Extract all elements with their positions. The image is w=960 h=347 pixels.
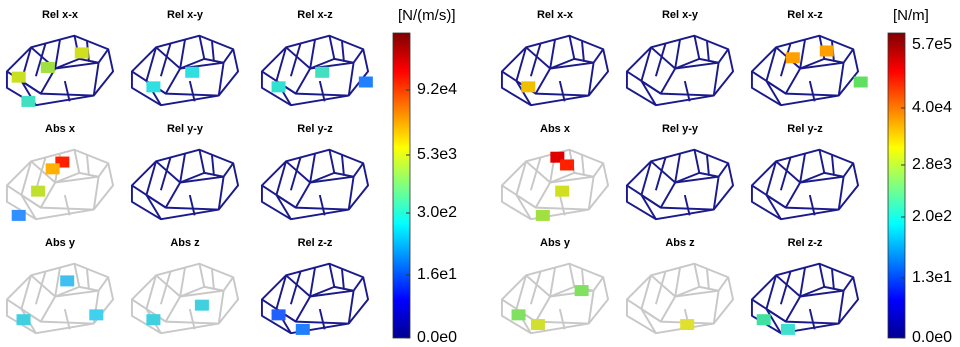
colorbar-unit: [N/(m/s)] [398,7,456,24]
subplot-title: Abs z [665,237,695,249]
subplot-title: Rel x-z [297,9,333,21]
patch [560,159,575,171]
subplot-title: Rel x-x [537,9,574,21]
colorbar-tick-label: 5.3e3 [417,146,457,163]
patch [194,299,209,311]
colorbar-tick-label: 3.0e2 [417,204,457,221]
colorbar-tick-label: 4.0e4 [912,99,952,116]
colorbar-unit: [N/m] [893,7,929,24]
subplot-title: Abs y [540,237,571,249]
colorbar-tick-label: 9.2e4 [417,81,457,98]
patch [550,151,565,163]
patch [555,185,570,197]
car-wireframe [750,34,860,107]
colorbar-tick-label: 1.6e1 [417,266,457,283]
car-wireframe [500,34,610,107]
car-wireframe [750,148,860,221]
colorbar [392,32,411,339]
colorbar-tick-label: 1.3e1 [912,269,952,286]
subplot-title: Abs x [540,123,571,135]
car-wireframe [5,34,115,107]
car-wireframe [260,34,370,107]
colorbar-tick-label: 0.0e0 [417,329,457,346]
patch [295,323,310,335]
subplot-title: Abs z [170,237,200,249]
patch [680,319,695,331]
patch [11,209,26,221]
patch [271,309,286,321]
car-wireframe [130,34,240,107]
patch [185,66,200,78]
subplot-title: Rel x-z [787,9,823,21]
subplot-title: Rel x-x [42,9,79,21]
patch [21,95,36,107]
colorbar [887,32,906,339]
subplot-title: Rel z-z [788,237,823,249]
subplot-title: Rel y-y [167,123,204,135]
subplot-title: Rel y-z [787,123,823,135]
patch [819,45,834,57]
colorbar-tick-label: 5.7e5 [912,36,952,53]
colorbar-tick-label: 0.0e0 [912,329,952,346]
car-wireframe [500,262,610,335]
subplot-title: Abs x [45,123,76,135]
patch [11,71,26,83]
patch [45,163,60,175]
patch [511,309,526,321]
patch [89,309,104,321]
patch [574,285,589,297]
patch [785,52,800,64]
patch [146,314,161,326]
patch [271,81,286,93]
car-wireframe [260,262,370,335]
car-wireframe [260,148,370,221]
patch [40,61,55,73]
patch [756,314,771,326]
car-wireframe [625,262,735,335]
patch [853,76,868,88]
patch [16,314,31,326]
patch [530,319,545,331]
subplot-title: Rel z-z [298,237,333,249]
patch [55,156,70,168]
patch [60,275,75,287]
colorbar-tick-label: 2.0e2 [912,208,952,225]
patch [358,76,373,88]
subplot-title: Rel y-z [297,123,333,135]
patch [780,323,795,335]
patch [315,66,330,78]
colorbar-tick-label: 2.8e3 [912,156,952,173]
subplot-title: Rel x-y [167,9,204,21]
patch [31,185,46,197]
patch [146,81,161,93]
car-wireframe [625,34,735,107]
car-wireframe [130,148,240,221]
patch [74,47,89,59]
patch [521,81,536,93]
patch [535,209,550,221]
subplot-title: Abs y [45,237,76,249]
subplot-title: Rel y-y [662,123,699,135]
subplot-title: Rel x-y [662,9,699,21]
car-wireframe [625,148,735,221]
